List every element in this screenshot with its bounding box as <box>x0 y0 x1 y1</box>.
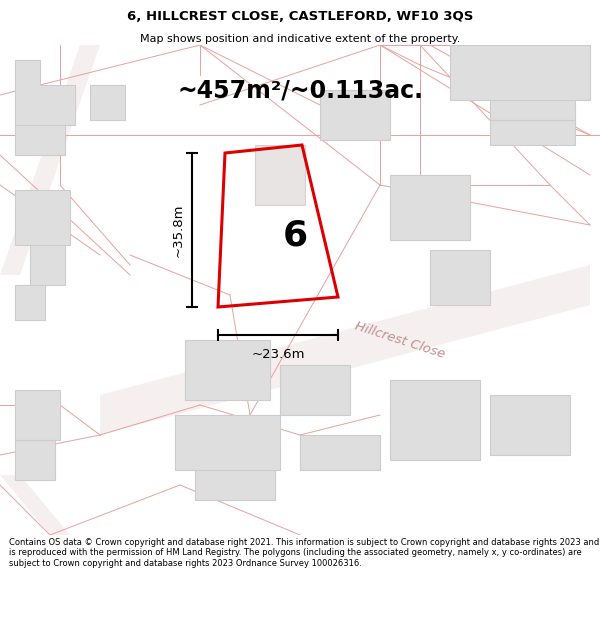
Text: ~457m²/~0.113ac.: ~457m²/~0.113ac. <box>177 78 423 102</box>
Text: 6: 6 <box>283 219 308 253</box>
Text: ~23.6m: ~23.6m <box>251 349 305 361</box>
Polygon shape <box>100 265 590 435</box>
Polygon shape <box>490 120 575 145</box>
Polygon shape <box>390 380 480 460</box>
Polygon shape <box>195 470 275 500</box>
Text: 6, HILLCREST CLOSE, CASTLEFORD, WF10 3QS: 6, HILLCREST CLOSE, CASTLEFORD, WF10 3QS <box>127 10 473 23</box>
Text: Map shows position and indicative extent of the property.: Map shows position and indicative extent… <box>140 34 460 44</box>
Polygon shape <box>15 125 65 155</box>
Polygon shape <box>15 285 45 320</box>
Polygon shape <box>15 60 75 125</box>
Polygon shape <box>320 90 390 140</box>
Polygon shape <box>0 45 100 275</box>
Polygon shape <box>90 85 125 120</box>
Polygon shape <box>280 365 350 415</box>
Polygon shape <box>30 245 65 285</box>
Polygon shape <box>430 250 490 305</box>
Polygon shape <box>185 340 270 400</box>
Polygon shape <box>0 475 70 535</box>
Polygon shape <box>15 440 55 480</box>
Polygon shape <box>15 190 70 245</box>
Polygon shape <box>450 45 590 100</box>
Polygon shape <box>390 175 470 240</box>
Polygon shape <box>15 390 60 440</box>
Polygon shape <box>490 50 575 120</box>
Text: Contains OS data © Crown copyright and database right 2021. This information is : Contains OS data © Crown copyright and d… <box>9 538 599 568</box>
Text: Hillcrest Close: Hillcrest Close <box>353 319 447 361</box>
Polygon shape <box>490 395 570 455</box>
Polygon shape <box>175 415 280 470</box>
Text: ~35.8m: ~35.8m <box>172 203 185 257</box>
Polygon shape <box>255 145 305 205</box>
Polygon shape <box>300 435 380 470</box>
